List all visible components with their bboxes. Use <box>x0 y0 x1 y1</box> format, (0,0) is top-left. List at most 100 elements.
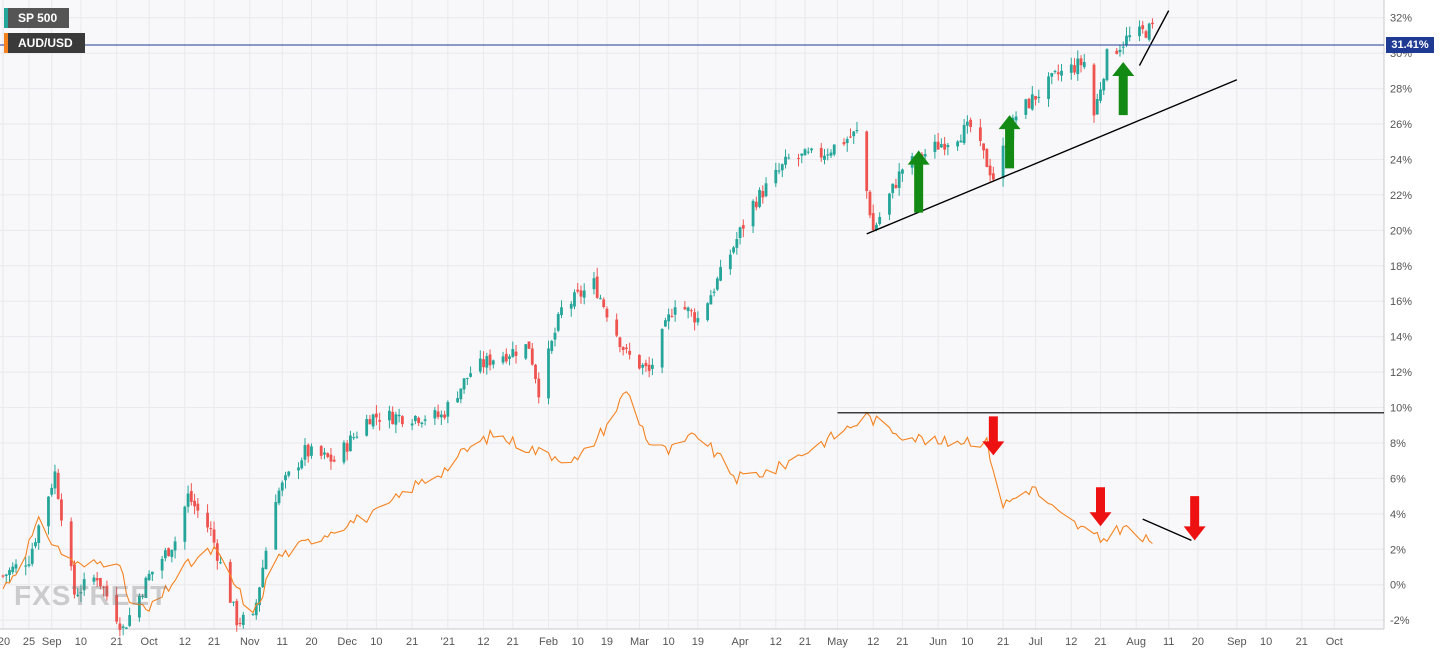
sp500-candle-body <box>186 493 190 507</box>
sp500-candle-body <box>1001 145 1005 179</box>
sp500-candle-body <box>189 491 193 502</box>
sp500-candle-body <box>332 459 336 462</box>
sp500-candle-body <box>774 169 778 184</box>
sp500-candle-body <box>784 156 787 165</box>
x-tick-label: 21 <box>406 636 418 648</box>
x-tick-label: 21 <box>1296 636 1308 648</box>
sp500-candle-body <box>988 165 992 176</box>
sp500-candle-body <box>962 124 966 144</box>
sp500-candle-body <box>667 314 671 322</box>
sp500-candle-body <box>219 562 222 564</box>
sp500-candle-body <box>491 360 495 365</box>
sp500-candle-body <box>894 185 898 188</box>
sp500-candle-body <box>579 290 583 297</box>
legend-sp500[interactable]: SP 500 <box>4 8 70 28</box>
sp500-candle-body <box>644 362 648 367</box>
sp500-candle-body <box>368 419 372 425</box>
sp500-candle-body <box>943 143 947 150</box>
sp500-candle-body <box>365 419 369 436</box>
sp500-candle-body <box>11 566 15 573</box>
sp500-candle-body <box>1092 64 1096 116</box>
sp500-candle-body <box>1102 78 1106 91</box>
sp500-candle-body <box>462 378 466 390</box>
sp500-candle-body <box>683 307 687 310</box>
sp500-candle-body <box>485 356 489 368</box>
x-tick-label: Oct <box>1326 636 1343 648</box>
sp500-candle-body <box>787 157 791 159</box>
sp500-candle-body <box>53 471 57 489</box>
sp500-candle-body <box>741 225 745 229</box>
sp500-candle-body <box>387 410 391 421</box>
sp500-candle-body <box>842 142 846 145</box>
x-tick-label: Sep <box>42 636 62 648</box>
sp500-candle-body <box>875 224 878 230</box>
sp500-candle-body <box>780 164 784 171</box>
x-tick-label: 10 <box>370 636 382 648</box>
sp500-candle-body <box>897 171 901 188</box>
sp500-candle-body <box>901 169 904 174</box>
sp500-candle-body <box>459 388 463 400</box>
sp500-candle-body <box>1118 49 1122 53</box>
x-tick-label: 10 <box>75 636 87 648</box>
sp500-candle-body <box>170 549 174 558</box>
x-tick-label: Nov <box>240 636 260 648</box>
sp500-candle-body <box>163 550 167 559</box>
sp500-candle-body <box>719 267 722 281</box>
sp500-candle-body <box>670 315 674 317</box>
sp500-candle-body <box>352 437 356 439</box>
sp500-candle-body <box>758 189 761 207</box>
x-tick-label: 21 <box>507 636 519 648</box>
sp500-candle-body <box>868 191 872 216</box>
sp500-candle-body <box>985 148 989 168</box>
sp500-candle-body <box>754 201 758 208</box>
sp500-candle-body <box>891 183 895 194</box>
sp500-candle-body <box>527 341 531 349</box>
down-arrow <box>982 416 1005 456</box>
sp500-candle-body <box>433 410 437 419</box>
x-tick-label: 25 <box>23 636 35 648</box>
sp500-candle-body <box>923 154 927 157</box>
sp500-candle-body <box>102 586 106 588</box>
sp500-candle-body <box>150 571 154 575</box>
x-tick-label: Jul <box>1029 636 1043 648</box>
sp500-candle-body <box>1147 23 1151 40</box>
sp500-candle-body <box>297 467 300 471</box>
sp500-candle-body <box>82 579 86 591</box>
sp500-candle-body <box>1050 73 1054 77</box>
legend-audusd-swatch <box>4 33 8 53</box>
legend-audusd[interactable]: AUD/USD <box>4 33 85 53</box>
x-tick-label: Dec <box>337 636 357 648</box>
trendline <box>1138 10 1170 66</box>
sp500-candle-body <box>845 139 849 144</box>
sp500-candle-body <box>76 594 80 596</box>
sp500-candle-body <box>777 170 781 172</box>
sp500-candle-body <box>60 499 63 521</box>
sp500-candle-body <box>212 529 216 543</box>
sp500-candle-body <box>663 320 667 327</box>
x-tick-label: 19 <box>601 636 613 648</box>
sp500-candle-body <box>602 299 606 307</box>
sp500-candle-body <box>193 500 196 507</box>
sp500-candle-body <box>686 307 690 312</box>
sp500-candle-body <box>14 564 18 569</box>
sp500-candle-body <box>696 318 700 323</box>
sp500-candle-body <box>206 512 209 528</box>
sp500-candle-body <box>147 573 151 581</box>
y-tick-label: 20% <box>1390 225 1412 237</box>
sp500-candle-body <box>1014 116 1018 121</box>
sp500-candle-body <box>569 303 573 309</box>
sp500-candle-body <box>400 416 404 425</box>
x-tick-label: 20 <box>305 636 317 648</box>
sp500-candle-body <box>530 348 534 365</box>
y-tick-label: 4% <box>1390 509 1406 521</box>
sp500-candle-body <box>751 200 755 227</box>
sp500-candle-body <box>238 623 242 625</box>
sp500-candle-body <box>969 119 973 127</box>
sp500-candle-body <box>732 247 735 253</box>
sp500-candle-body <box>1082 62 1086 68</box>
sp500-candle-body <box>625 347 628 349</box>
sp500-candle-body <box>254 602 258 616</box>
sp500-candle-body <box>728 254 732 270</box>
y-tick-label: 0% <box>1390 580 1406 592</box>
